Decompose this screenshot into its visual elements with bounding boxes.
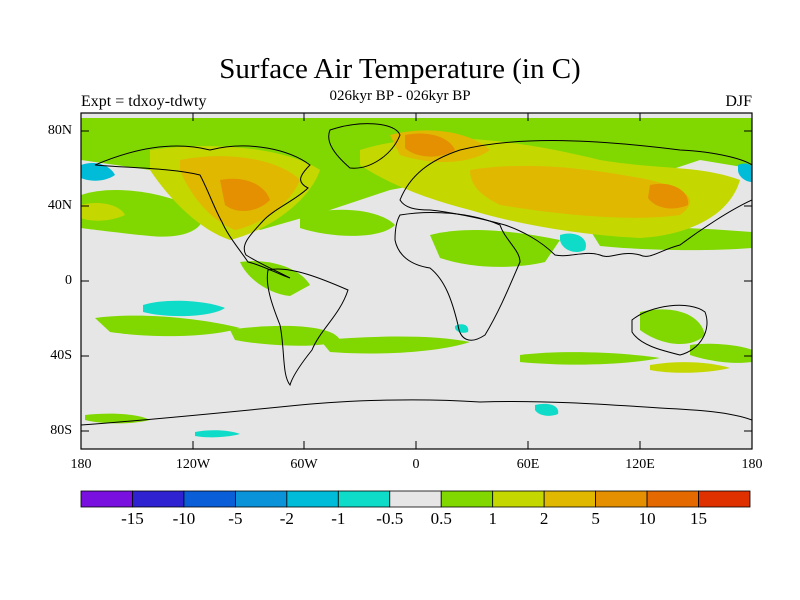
lat-tick-label: 0 (65, 273, 72, 288)
colorbar-swatch (183, 490, 236, 508)
temperature-field (81, 118, 752, 438)
lat-tick-label: 80N (47, 123, 72, 138)
colorbar-swatch (337, 490, 391, 508)
colorbar-label: 1 (488, 509, 497, 528)
coastlines (81, 123, 752, 426)
colorbar-swatch (80, 490, 133, 508)
colorbar-swatch (646, 490, 699, 508)
colorbar-label: -5 (228, 509, 243, 528)
map-subtitle: 026kyr BP - 026kyr BP (329, 88, 471, 104)
colorbar-swatch (595, 490, 648, 508)
colorbar-label: 10 (638, 509, 656, 528)
colorbar-label: -2 (279, 509, 294, 528)
colorbar-label: 2 (539, 509, 549, 528)
lon-tick-label: 60E (516, 457, 540, 472)
colorbar-swatch (440, 490, 494, 508)
colorbar-swatch (698, 490, 751, 508)
lat-tick-label: 40S (50, 348, 72, 363)
colorbar-label: -0.5 (376, 509, 404, 528)
band-2-to-5 (180, 130, 690, 230)
lat-tick-label: 40N (47, 198, 72, 213)
lat-tick-label: 80S (50, 423, 72, 438)
colorbar-swatch (234, 490, 288, 508)
lon-tick-label: 120E (625, 457, 655, 472)
colorbar (80, 490, 751, 508)
season-label: DJF (725, 93, 752, 110)
colorbar-label: 5 (591, 509, 600, 528)
colorbar-label: -15 (121, 509, 144, 528)
lon-tick-label: 180 (741, 457, 763, 472)
colorbar-label: 0.5 (430, 509, 452, 528)
colorbar-label: 15 (690, 509, 708, 528)
colorbar-label: -10 (172, 509, 196, 528)
colorbar-swatch (492, 490, 545, 508)
experiment-label: Expt = tdxoy-tdwty (81, 93, 207, 110)
map-title: Surface Air Temperature (in C) (219, 53, 581, 85)
colorbar-swatch (389, 490, 442, 508)
band-minus2-to-minus1 (81, 163, 752, 182)
colorbar-label: -1 (331, 509, 346, 528)
lon-tick-label: 0 (412, 457, 420, 472)
lon-tick-label: 120W (175, 457, 211, 472)
colorbar-swatch (543, 490, 597, 508)
axis-ticks (81, 113, 752, 449)
lon-tick-label: 60W (290, 457, 318, 472)
colorbar-swatch (132, 490, 185, 508)
colorbar-swatch (286, 490, 339, 508)
band-5-to-10 (220, 133, 689, 212)
lon-tick-label: 180 (70, 457, 92, 472)
